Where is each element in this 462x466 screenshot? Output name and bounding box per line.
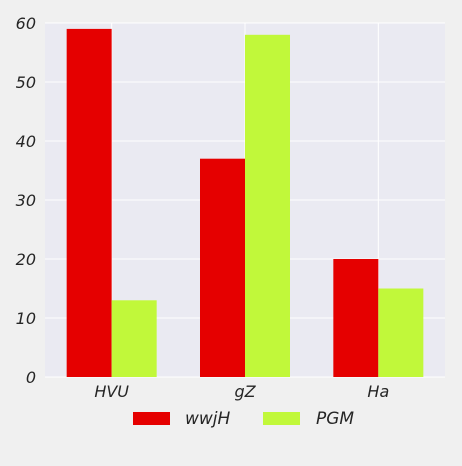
x-tick-label: gZ — [234, 382, 256, 401]
bar-wwjH-HVU — [66, 28, 112, 378]
legend-swatch-wwjH — [133, 412, 170, 425]
y-tick-label: 10 — [16, 309, 36, 328]
bar-wwjH-Ha — [333, 259, 379, 377]
bar-PGM-gZ — [245, 34, 290, 378]
y-tick-label: 50 — [16, 73, 36, 92]
legend-label-PGM: PGM — [316, 409, 354, 429]
legend-swatch-PGM — [263, 412, 300, 425]
bar-PGM-Ha — [378, 288, 424, 377]
legend: wwjH PGM — [133, 409, 354, 429]
y-tick-label: 40 — [16, 132, 36, 151]
y-tick-label: 0 — [26, 368, 36, 387]
bar-wwjH-gZ — [200, 158, 245, 377]
x-tick-label: HVU — [94, 382, 129, 401]
bar-PGM-HVU — [111, 300, 157, 377]
x-tick-labels: HVU gZ Ha — [94, 382, 389, 401]
y-tick-label: 30 — [16, 191, 36, 210]
y-tick-label: 60 — [16, 14, 36, 33]
y-tick-label: 20 — [16, 250, 36, 269]
bars — [66, 28, 424, 378]
y-tick-labels: 0 10 20 30 40 50 60 — [16, 14, 36, 387]
legend-label-wwjH: wwjH — [185, 409, 231, 429]
x-tick-label: Ha — [367, 382, 389, 401]
